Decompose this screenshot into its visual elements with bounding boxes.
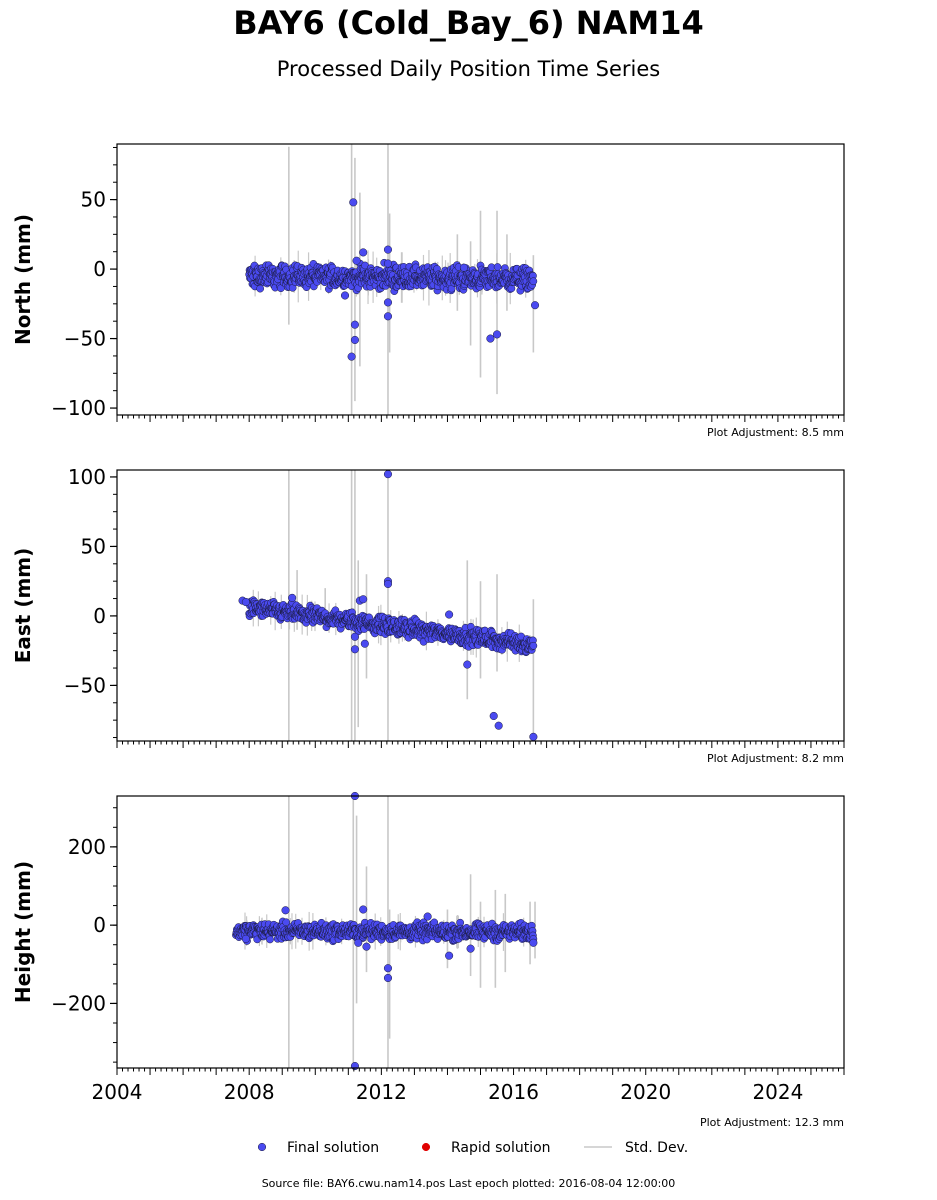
- x-tick-label-1: 2008: [224, 1080, 275, 1104]
- final-solution-outlier-1-6: [360, 639, 369, 648]
- final-solution-outlier-0-5: [359, 248, 368, 257]
- final-solution-outlier-1-11: [463, 660, 472, 669]
- final-solution-outlier-2-12: [241, 934, 250, 943]
- plot-adjustment-1: Plot Adjustment: 8.2 mm: [707, 752, 844, 765]
- final-solution-outlier-2-4: [359, 905, 368, 914]
- legend-label-2: Std. Dev.: [625, 1140, 688, 1156]
- y-tick-label-0-1: −50: [64, 327, 106, 351]
- plot-adjustment-0: Plot Adjustment: 8.5 mm: [707, 426, 844, 439]
- source-footer: Source file: BAY6.cwu.nam14.pos Last epo…: [261, 1177, 676, 1190]
- final-solution-point: [529, 277, 538, 286]
- x-tick-label-0: 2004: [92, 1080, 143, 1104]
- y-tick-label-2-2: 200: [68, 835, 106, 859]
- final-solution-outlier-1-7: [383, 470, 393, 479]
- legend-label-1: Rapid solution: [451, 1140, 551, 1156]
- y-axis-label-1: East (mm): [11, 548, 35, 664]
- final-solution-outlier-2-9: [445, 951, 454, 960]
- final-solution-outlier-1-1: [241, 597, 250, 607]
- final-solution-outlier-2-5: [362, 942, 371, 951]
- y-axis-label-2: Height (mm): [11, 861, 35, 1003]
- x-tick-label-4: 2020: [620, 1080, 671, 1104]
- chart-subtitle: Processed Daily Position Time Series: [276, 57, 661, 81]
- final-solution-point: [256, 284, 265, 293]
- final-solution-point: [282, 918, 291, 927]
- x-tick-label-2: 2012: [356, 1080, 407, 1104]
- final-solution-outlier-2-10: [466, 944, 475, 953]
- final-solution-outlier-1-12: [489, 711, 498, 721]
- y-tick-label-1-3: 100: [68, 465, 106, 489]
- final-solution-outlier-1-2: [288, 593, 297, 602]
- y-tick-label-1-1: 0: [93, 604, 106, 628]
- y-tick-label-2-1: 0: [93, 913, 106, 937]
- final-solution-outlier-1-9: [383, 579, 393, 589]
- final-solution-outlier-0-6: [383, 245, 393, 254]
- y-axis-label-0: North (mm): [11, 214, 35, 345]
- final-solution-outlier-2-11: [529, 938, 538, 947]
- final-solution-outlier-1-15: [350, 632, 359, 641]
- final-solution-outlier-2-7: [383, 973, 393, 983]
- final-solution-outlier-2-0: [281, 906, 290, 915]
- final-solution-outlier-1-13: [494, 721, 503, 730]
- final-solution-outlier-1-10: [445, 610, 454, 619]
- y-tick-label-1-2: 50: [81, 534, 106, 558]
- final-solution-point: [529, 641, 538, 650]
- final-solution-outlier-0-14: [340, 291, 350, 300]
- legend-label-0: Final solution: [287, 1140, 379, 1156]
- plot-adjustment-2: Plot Adjustment: 12.3 mm: [700, 1116, 844, 1129]
- final-solution-outlier-1-5: [359, 595, 368, 604]
- final-solution-outlier-2-6: [383, 964, 393, 973]
- final-solution-outlier-1-14: [529, 732, 538, 741]
- y-tick-label-0-0: −100: [51, 396, 106, 420]
- final-solution-point: [266, 935, 274, 944]
- final-solution-outlier-0-11: [492, 330, 502, 339]
- legend-marker-0: [257, 1142, 267, 1152]
- y-tick-label-2-0: −200: [51, 991, 106, 1015]
- y-tick-label-0-2: 0: [93, 257, 106, 281]
- y-tick-label-1-0: −50: [64, 673, 106, 697]
- y-tick-label-0-3: 50: [81, 188, 106, 212]
- x-tick-label-3: 2016: [488, 1080, 539, 1104]
- final-solution-outlier-0-13: [459, 263, 469, 272]
- final-solution-outlier-2-8: [423, 912, 432, 921]
- final-solution-outlier-0-2: [350, 335, 359, 345]
- final-solution-outlier-0-12: [530, 301, 540, 310]
- final-solution-outlier-0-7: [383, 259, 393, 268]
- final-solution-outlier-0-0: [349, 198, 358, 207]
- legend-marker-1: [421, 1142, 431, 1152]
- final-solution-outlier-0-9: [383, 312, 393, 321]
- final-solution-point: [493, 263, 502, 271]
- final-solution-outlier-0-3: [347, 352, 356, 361]
- final-solution-outlier-0-4: [352, 256, 361, 265]
- final-solution-outlier-0-10: [486, 334, 495, 343]
- final-solution-outlier-0-8: [383, 298, 393, 307]
- final-solution-outlier-1-3: [350, 645, 359, 654]
- chart-title: BAY6 (Cold_Bay_6) NAM14: [233, 4, 704, 42]
- final-solution-outlier-2-3: [354, 938, 363, 947]
- x-tick-label-5: 2024: [752, 1080, 803, 1104]
- final-solution-outlier-0-1: [350, 320, 359, 329]
- final-solution-outlier-2-2: [350, 1061, 359, 1071]
